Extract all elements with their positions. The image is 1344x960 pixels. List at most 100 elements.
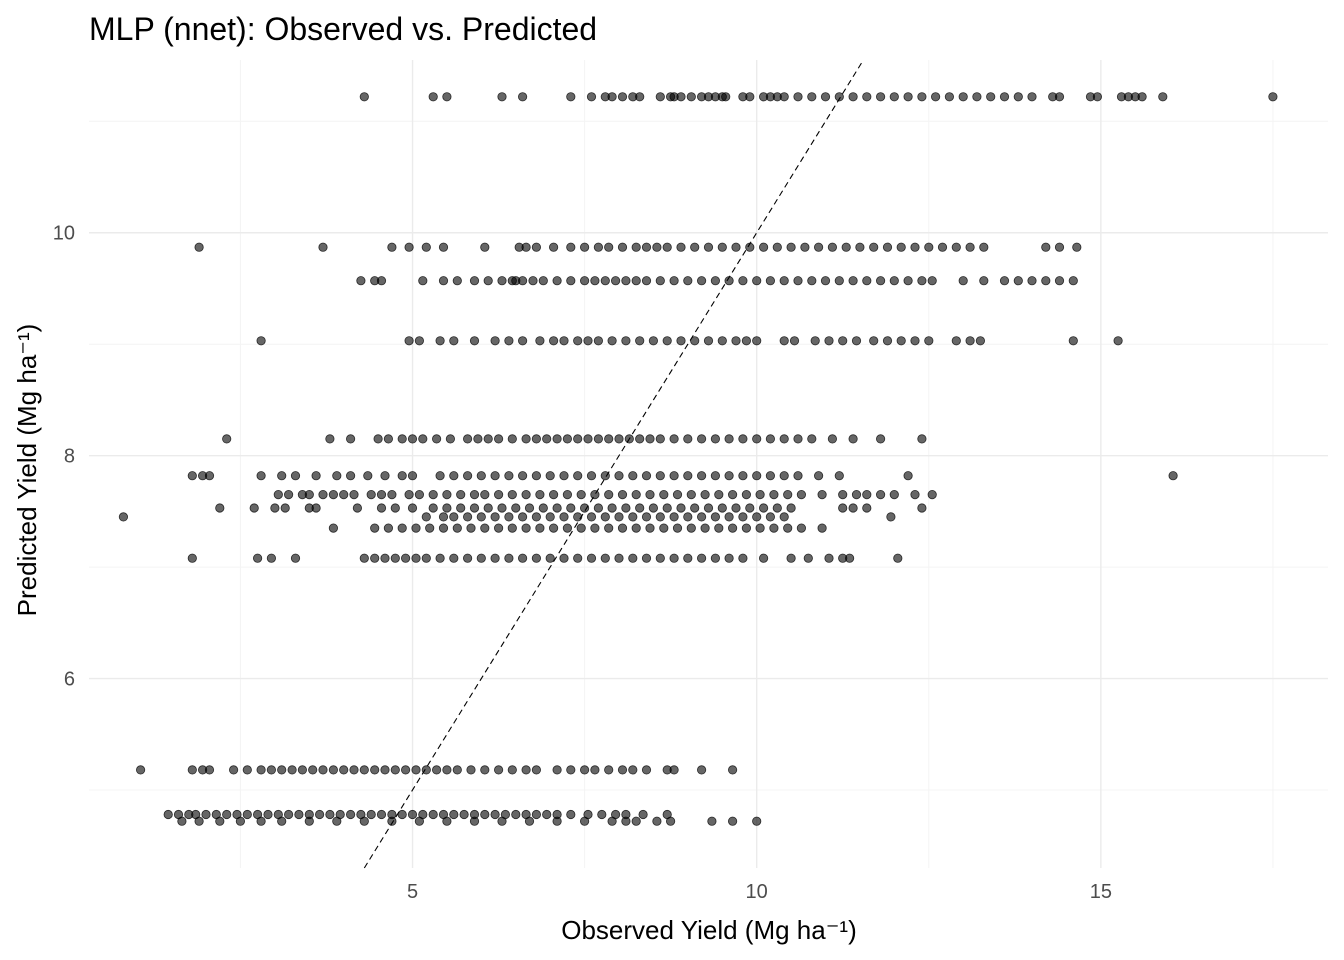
data-point: [476, 553, 486, 563]
data-point: [951, 336, 961, 346]
data-point: [242, 809, 252, 820]
data-point: [521, 489, 531, 500]
data-point: [707, 816, 717, 826]
data-point: [459, 809, 469, 820]
data-point: [404, 336, 414, 346]
data-point: [590, 765, 600, 775]
data-point: [483, 503, 493, 513]
data-point: [617, 242, 628, 252]
data-point: [407, 434, 418, 444]
data-point: [1113, 336, 1123, 346]
data-point: [376, 503, 387, 513]
data-point: [710, 471, 721, 481]
data-point: [1268, 92, 1278, 102]
data-point: [686, 92, 696, 102]
data-point: [507, 765, 517, 775]
data-point: [731, 336, 741, 346]
data-point: [418, 434, 428, 444]
data-point: [793, 92, 803, 102]
data-point: [827, 242, 838, 252]
data-point: [531, 765, 542, 775]
data-point: [449, 471, 459, 481]
data-point: [752, 471, 762, 481]
data-point: [421, 553, 431, 563]
data-point: [449, 809, 459, 820]
data-point: [311, 471, 321, 481]
data-point: [345, 471, 356, 481]
data-point: [652, 816, 662, 826]
data-point: [517, 553, 528, 563]
data-point: [896, 336, 906, 346]
data-point: [752, 276, 762, 286]
data-point: [738, 434, 748, 444]
data-point: [480, 242, 490, 252]
data-point: [862, 92, 872, 102]
data-point: [511, 503, 521, 513]
data-point: [497, 503, 507, 513]
data-point: [390, 503, 400, 513]
data-point: [710, 512, 721, 522]
data-point: [882, 336, 893, 346]
data-point: [635, 336, 645, 346]
data-point: [683, 512, 693, 522]
data-point: [194, 816, 204, 826]
data-point: [807, 434, 817, 444]
data-point: [979, 276, 989, 286]
data-point: [397, 471, 407, 481]
y-axis-title: Predicted Yield (Mg ha⁻¹): [12, 324, 42, 617]
data-point: [659, 523, 669, 533]
data-point: [700, 523, 710, 533]
data-point: [741, 489, 752, 500]
data-point: [466, 523, 476, 533]
data-point: [1137, 92, 1147, 102]
data-point: [345, 434, 356, 444]
data-point: [696, 471, 707, 481]
data-point: [869, 336, 879, 346]
data-point: [397, 434, 407, 444]
data-point: [535, 336, 545, 346]
x-tick-label: 10: [746, 881, 768, 903]
data-point: [1027, 276, 1037, 286]
x-tick-label: 5: [407, 881, 418, 903]
data-point: [538, 276, 548, 286]
data-point: [559, 336, 569, 346]
data-point: [270, 503, 280, 513]
data-point: [621, 816, 631, 826]
data-point: [917, 276, 927, 286]
data-point: [411, 765, 421, 775]
data-point: [779, 471, 789, 481]
data-point: [456, 489, 466, 500]
data-point: [277, 471, 287, 481]
data-point: [579, 503, 590, 513]
data-point: [758, 503, 769, 513]
data-point: [672, 523, 683, 533]
data-point: [201, 809, 211, 820]
data-point: [979, 242, 989, 252]
data-point: [400, 553, 411, 563]
data-point: [910, 489, 920, 500]
data-point: [590, 276, 600, 286]
data-point: [469, 276, 480, 286]
data-point: [229, 765, 239, 775]
data-point: [714, 523, 724, 533]
data-point: [810, 336, 820, 346]
data-point: [442, 92, 452, 102]
data-point: [755, 523, 765, 533]
data-point: [683, 553, 693, 563]
data-point: [741, 523, 752, 533]
data-point: [655, 471, 665, 481]
data-point: [1041, 276, 1051, 286]
data-point: [493, 489, 504, 500]
data-point: [772, 242, 782, 252]
data-point: [610, 276, 621, 286]
data-point: [755, 489, 765, 500]
data-point: [1158, 92, 1168, 102]
data-point: [662, 242, 672, 252]
data-point: [696, 434, 707, 444]
data-point: [999, 92, 1010, 102]
data-point: [387, 816, 397, 826]
data-point: [676, 503, 686, 513]
data-point: [249, 503, 259, 513]
data-point: [586, 553, 597, 563]
data-point: [645, 489, 655, 500]
